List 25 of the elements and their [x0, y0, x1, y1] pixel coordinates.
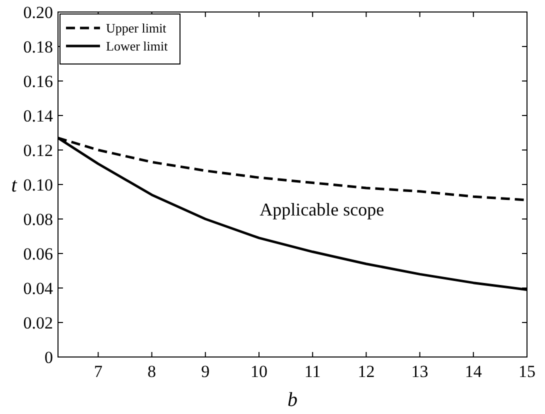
x-tick-label: 13 — [411, 362, 428, 381]
legend-label: Lower limit — [106, 38, 168, 54]
y-tick-label: 0.14 — [23, 106, 54, 126]
y-tick-label: 0.02 — [23, 313, 53, 332]
x-tick-label: 10 — [250, 362, 268, 381]
x-axis-title: b — [288, 389, 298, 411]
x-tick-label: 7 — [94, 362, 103, 381]
y-tick-label: 0.18 — [23, 37, 53, 56]
y-axis-title: t — [11, 174, 18, 196]
x-tick-label: 12 — [358, 362, 375, 381]
y-tick-label: 0.16 — [23, 72, 53, 91]
y-tick-label: 0 — [44, 348, 53, 367]
x-tick-label: 11 — [304, 362, 321, 381]
y-tick-label: 0.06 — [23, 244, 53, 264]
y-tick-label: 0.12 — [23, 140, 53, 160]
x-tick-label: 8 — [148, 362, 156, 381]
y-tick-label: 0.04 — [23, 278, 54, 298]
x-tick-label: 9 — [201, 362, 210, 381]
y-tick-label: 0.10 — [23, 175, 53, 194]
annotation: Applicable scope — [260, 200, 384, 220]
y-tick-label: 0.08 — [23, 210, 53, 229]
legend-label: Upper limit — [106, 20, 167, 36]
x-tick-label: 15 — [518, 362, 536, 381]
x-tick-label: 14 — [464, 362, 482, 381]
y-tick-label: 0.20 — [23, 2, 53, 22]
